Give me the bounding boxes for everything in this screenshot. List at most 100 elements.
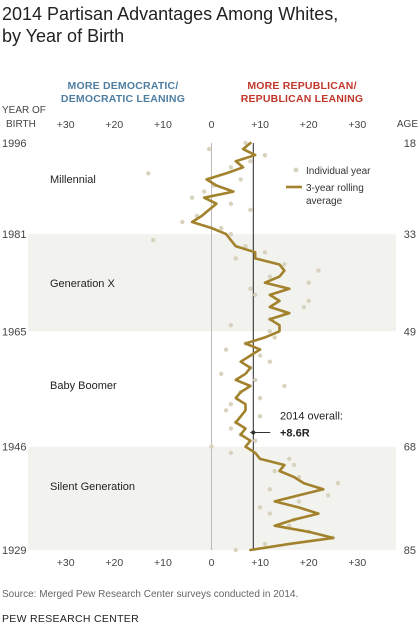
- left-axis-title-line-1: YEAR OF: [2, 105, 46, 116]
- title-line-2: by Year of Birth: [2, 26, 125, 46]
- right-axis-title: AGE: [397, 119, 418, 130]
- individual-year-dot: [282, 262, 287, 267]
- x-tick-top: +10: [154, 119, 172, 131]
- individual-year-dot: [257, 395, 263, 401]
- individual-year-dot: [262, 250, 268, 255]
- x-tick-bottom: +20: [105, 557, 123, 569]
- title-line-1: 2014 Partisan Advantages Among Whites,: [2, 4, 339, 24]
- individual-year-dot: [257, 505, 263, 510]
- individual-year-dot: [150, 237, 156, 243]
- individual-year-dot: [228, 201, 234, 206]
- individual-year-dot: [248, 286, 253, 291]
- age-tick: 49: [404, 326, 416, 338]
- individual-year-dot: [228, 231, 234, 237]
- individual-year-dot: [146, 171, 151, 176]
- x-tick-top: +10: [251, 119, 269, 131]
- x-tick-top: +30: [57, 119, 75, 131]
- individual-year-dot: [209, 444, 214, 449]
- individual-year-dot: [253, 438, 258, 443]
- republican-header: MORE REPUBLICAN/ REPUBLICAN LEANING: [232, 80, 372, 106]
- age-tick: 18: [404, 138, 416, 150]
- individual-year-dot: [272, 335, 277, 340]
- individual-year-dot: [189, 195, 195, 200]
- individual-year-dot: [262, 541, 268, 547]
- individual-year-dot: [202, 189, 207, 194]
- legend-rolling-label-2: average: [306, 196, 343, 207]
- x-tick-bottom: +10: [154, 557, 172, 569]
- age-tick: 68: [404, 442, 416, 454]
- x-tick-bottom: +20: [300, 557, 318, 569]
- individual-year-dot: [248, 159, 253, 164]
- individual-year-dot: [243, 244, 248, 249]
- individual-year-dot: [223, 347, 229, 352]
- year-tick: 1946: [2, 442, 26, 454]
- individual-year-dot: [316, 268, 321, 273]
- individual-year-dot: [282, 383, 287, 389]
- individual-year-dot: [287, 456, 292, 462]
- individual-year-dot: [180, 219, 185, 225]
- individual-year-dot: [306, 280, 311, 285]
- individual-year-dot: [219, 225, 224, 231]
- individual-year-dot: [238, 177, 243, 182]
- individual-year-dot: [257, 414, 263, 419]
- year-tick: 1996: [2, 138, 26, 150]
- democratic-header-line-2: DEMOCRATIC LEANING: [60, 93, 186, 105]
- left-axis-title-line-2: BIRTH: [6, 119, 36, 130]
- age-tick: 33: [404, 229, 416, 241]
- source-note: Source: Merged Pew Research Center surve…: [2, 589, 299, 600]
- x-tick-bottom: 0: [209, 557, 215, 569]
- individual-year-dot: [335, 480, 341, 486]
- individual-year-dot: [272, 468, 277, 474]
- generation-label: Silent Generation: [50, 481, 135, 493]
- individual-year-dot: [228, 165, 234, 170]
- democratic-header-line-1: MORE DEMOCRATIC/: [67, 80, 179, 92]
- individual-year-dot: [243, 140, 248, 146]
- republican-header-line-1: MORE REPUBLICAN/: [247, 80, 357, 92]
- individual-year-dot: [228, 323, 234, 328]
- age-tick: 85: [404, 545, 416, 557]
- overall-label-line-2: +8.6R: [280, 428, 310, 440]
- generation-label: Millennial: [50, 174, 96, 186]
- individual-year-dot: [253, 292, 258, 298]
- individual-year-dot: [291, 462, 297, 468]
- individual-year-dot: [253, 377, 258, 383]
- x-tick-bottom: +10: [251, 557, 269, 569]
- individual-year-dot: [228, 426, 234, 431]
- legend-individual-label: Individual year: [306, 166, 371, 177]
- generation-label: Generation X: [50, 278, 115, 290]
- individual-year-dot: [233, 547, 238, 553]
- individual-year-dot: [228, 450, 234, 456]
- generation-label: Baby Boomer: [50, 380, 117, 392]
- rolling-average-line: [190, 141, 335, 552]
- x-tick-top: +20: [105, 119, 123, 131]
- x-tick-top: +20: [300, 119, 318, 131]
- individual-year-dot: [267, 274, 273, 279]
- individual-year-dot: [306, 298, 311, 304]
- footer-credit: PEW RESEARCH CENTER: [2, 613, 139, 625]
- x-tick-top: +30: [348, 119, 366, 131]
- republican-header-line-2: REPUBLICAN LEANING: [240, 93, 364, 105]
- x-tick-bottom: +30: [57, 557, 75, 569]
- individual-year-dot: [267, 487, 273, 492]
- year-tick: 1965: [2, 326, 26, 338]
- year-tick: 1929: [2, 545, 26, 557]
- individual-year-dot: [267, 359, 273, 364]
- individual-year-dot: [223, 408, 229, 413]
- legend-rolling-label-1: 3-year rolling: [306, 183, 364, 194]
- individual-year-dot: [267, 329, 273, 334]
- individual-year-dot: [248, 207, 253, 213]
- individual-year-dot: [296, 499, 302, 504]
- individual-year-dot: [257, 353, 263, 358]
- democratic-header: MORE DEMOCRATIC/ DEMOCRATIC LEANING: [58, 80, 188, 106]
- individual-year-dot: [219, 371, 224, 377]
- individual-year-dot: [262, 152, 268, 158]
- individual-year-dot: [301, 304, 307, 310]
- individual-year-dot: [228, 402, 234, 407]
- x-tick-bottom: +30: [348, 557, 366, 569]
- year-tick: 1981: [2, 229, 26, 241]
- chart-title: 2014 Partisan Advantages Among Whites, b…: [2, 3, 412, 47]
- legend-dot-swatch: [293, 167, 299, 173]
- individual-year-dot: [267, 511, 273, 516]
- overall-annotation-dot: [251, 430, 256, 435]
